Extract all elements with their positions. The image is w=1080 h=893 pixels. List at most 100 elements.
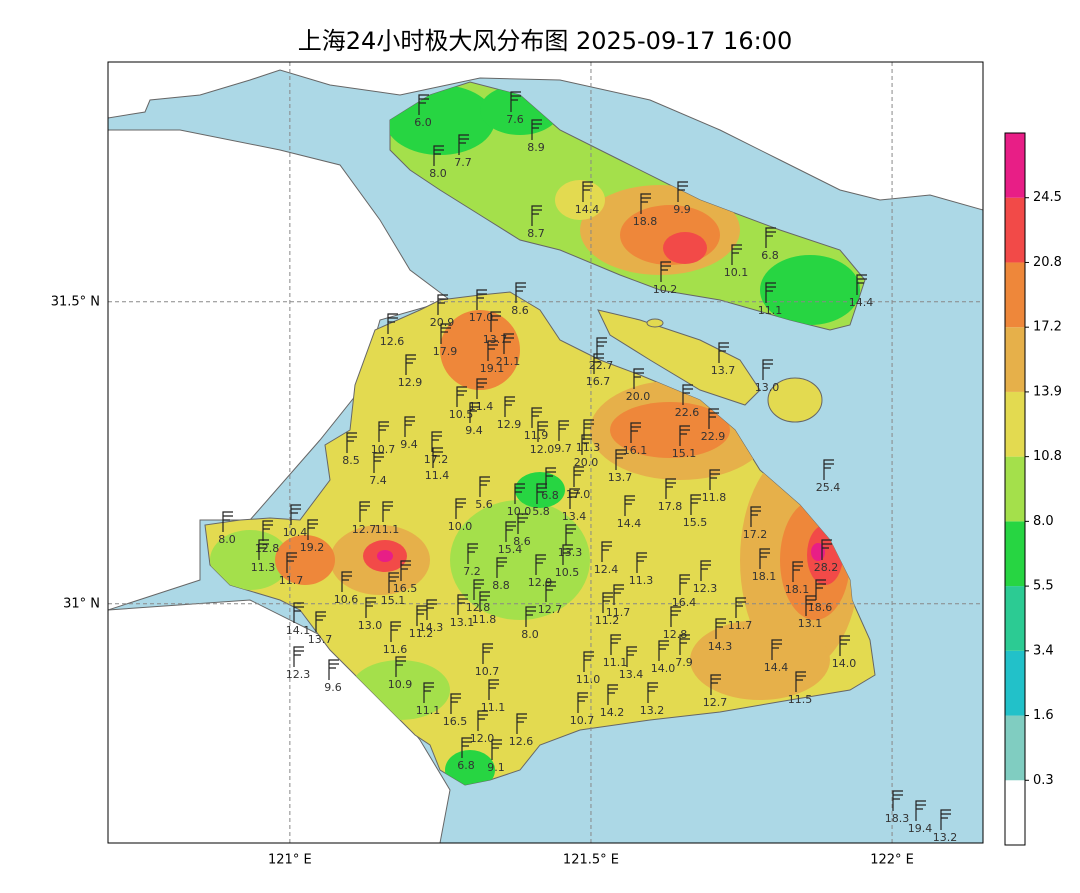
station-value: 17.9 xyxy=(433,345,458,358)
wind-barb xyxy=(222,511,233,532)
wind-barb xyxy=(633,368,644,389)
station-value: 9.1 xyxy=(487,761,505,774)
wind-barb xyxy=(892,790,903,811)
wind-barb xyxy=(482,643,493,664)
wind-barb xyxy=(341,571,352,592)
station-value: 11.8 xyxy=(472,613,497,626)
wind-barb xyxy=(387,313,398,334)
station-value: 11.5 xyxy=(788,693,813,706)
station-value: 6.8 xyxy=(761,249,779,262)
wind-barb xyxy=(593,353,604,374)
colorbar-segment xyxy=(1005,262,1025,328)
station-value: 16.7 xyxy=(586,375,611,388)
colorbar-segment xyxy=(1005,780,1025,845)
station-value: 11.2 xyxy=(409,627,434,640)
station-value: 14.4 xyxy=(764,661,789,674)
wind-barb xyxy=(258,539,269,560)
wind-barb xyxy=(630,422,641,443)
station-value: 25.4 xyxy=(816,481,841,494)
colorbar: 0.3 1.6 3.4 5.5 8.0 10.8 13.9 17.2 20.8 24.5 xyxy=(1004,132,1062,846)
wind-barb xyxy=(390,621,401,642)
station-value: 9.6 xyxy=(324,681,342,694)
station-value: 16.4 xyxy=(672,596,697,609)
colorbar-segment xyxy=(1005,197,1025,263)
station-value: 12.3 xyxy=(693,582,718,595)
station-value: 11.0 xyxy=(576,673,601,686)
stations: 6.0 7.6 8.9 7.7 8.0 14.4 18.8 9.9 8.7 10.1 6.8 10.2… xyxy=(218,91,957,844)
wind-barb xyxy=(750,506,761,527)
wind-barb xyxy=(293,646,304,667)
station-value: 13.4 xyxy=(562,510,587,523)
station-value: 17.2 xyxy=(424,453,449,466)
wind-barb xyxy=(416,605,427,626)
station-value: 14.0 xyxy=(832,657,857,670)
wind-barb xyxy=(762,359,773,380)
wind-barb xyxy=(565,524,576,545)
colorbar-frame xyxy=(1004,132,1026,846)
station-value: 11.1 xyxy=(758,304,783,317)
wind-barb xyxy=(426,599,437,620)
station-value: 15.5 xyxy=(683,516,708,529)
colorbar-label: 5.5 xyxy=(1033,579,1054,594)
station-value: 16.5 xyxy=(393,582,418,595)
colorbar-label: 10.8 xyxy=(1033,449,1062,464)
wind-barb xyxy=(545,467,556,488)
station-value: 12.9 xyxy=(497,418,522,431)
wind-barb xyxy=(613,584,624,605)
wind-barb xyxy=(290,504,301,525)
wind-barb xyxy=(545,581,556,602)
station-value: 10.7 xyxy=(570,714,595,727)
wind-barb xyxy=(577,692,588,713)
wind-barb xyxy=(503,333,514,354)
station-value: 8.7 xyxy=(527,227,545,240)
wind-barb xyxy=(400,560,411,581)
station-value: 10.7 xyxy=(475,665,500,678)
station-value: 14.4 xyxy=(575,203,600,216)
wind-barb xyxy=(388,572,399,593)
wind-barb xyxy=(839,635,850,656)
station-value: 13.1 xyxy=(450,616,475,629)
wind-barb xyxy=(328,659,339,680)
wind-barb xyxy=(423,682,434,703)
station-value: 5.6 xyxy=(475,498,493,511)
station-value: 13.7 xyxy=(308,633,333,646)
wind-barb xyxy=(346,432,357,453)
wind-barb xyxy=(516,713,527,734)
wind-barb xyxy=(531,407,542,428)
wind-barb xyxy=(490,311,501,332)
station-value: 10.5 xyxy=(449,408,474,421)
station-value: 10.0 xyxy=(448,520,473,533)
wind-barb xyxy=(476,378,487,399)
station-value: 17.8 xyxy=(658,500,683,513)
station-value: 10.9 xyxy=(388,678,413,691)
station-value: 14.2 xyxy=(600,706,625,719)
station-value: 18.3 xyxy=(885,812,910,825)
station-value: 21.1 xyxy=(496,355,521,368)
wind-barb xyxy=(404,416,415,437)
station-value: 16.1 xyxy=(623,444,648,457)
x-tick-label: 121° E xyxy=(268,853,312,868)
wind-barb xyxy=(709,469,720,490)
wind-barb xyxy=(505,521,516,542)
station-value: 7.6 xyxy=(506,113,524,126)
wind-barb xyxy=(677,181,688,202)
wind-barb xyxy=(679,425,690,446)
wind-barb xyxy=(805,595,816,616)
station-value: 8.5 xyxy=(342,454,360,467)
wind-barb xyxy=(771,639,782,660)
hengsha-island xyxy=(767,377,823,423)
wind-barb xyxy=(708,408,719,429)
colorbar-label: 17.2 xyxy=(1033,320,1062,335)
wind-barb xyxy=(569,488,580,509)
station-value: 14.3 xyxy=(419,621,444,634)
wind-barb xyxy=(537,421,548,442)
x-tick-label: 121.5° E xyxy=(563,853,619,868)
station-value: 6.8 xyxy=(457,759,475,772)
station-value: 11.7 xyxy=(728,619,753,632)
land xyxy=(108,129,452,611)
wind-barb xyxy=(626,646,637,667)
wind-barb xyxy=(477,710,488,731)
wind-barb xyxy=(378,421,389,442)
wind-barb xyxy=(700,560,711,581)
wind-barb xyxy=(670,606,681,627)
